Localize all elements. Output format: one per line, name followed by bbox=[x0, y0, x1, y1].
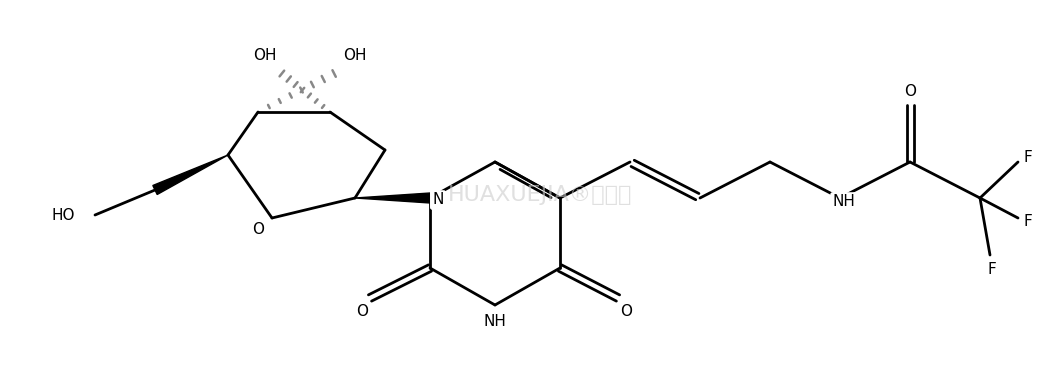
Text: O: O bbox=[252, 222, 264, 237]
Text: HO: HO bbox=[52, 207, 75, 222]
Text: NH: NH bbox=[484, 313, 506, 328]
Polygon shape bbox=[355, 193, 430, 203]
Text: HUAXUEJIA®化学品: HUAXUEJIA®化学品 bbox=[448, 185, 632, 205]
Text: OH: OH bbox=[343, 48, 367, 63]
Text: O: O bbox=[904, 83, 916, 99]
Text: F: F bbox=[1023, 215, 1033, 230]
Polygon shape bbox=[153, 155, 228, 195]
Text: OH: OH bbox=[254, 48, 277, 63]
Text: O: O bbox=[620, 305, 632, 319]
Text: F: F bbox=[988, 262, 996, 276]
Text: F: F bbox=[1023, 151, 1033, 166]
Text: N: N bbox=[433, 192, 444, 207]
Text: NH: NH bbox=[833, 195, 856, 210]
Text: O: O bbox=[356, 305, 368, 319]
